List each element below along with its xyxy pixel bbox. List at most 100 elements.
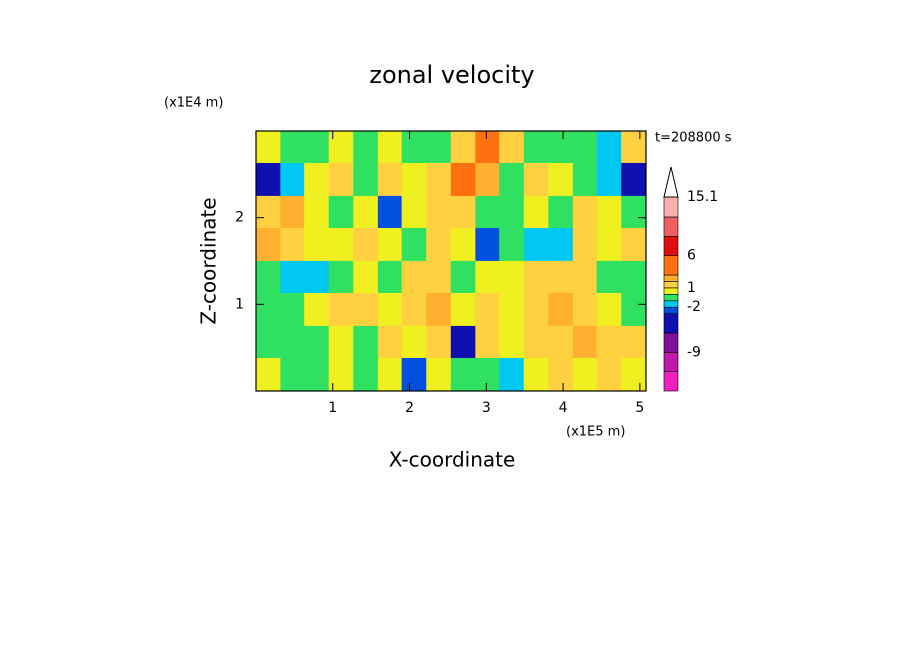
cell xyxy=(548,325,574,360)
cell xyxy=(353,325,379,360)
colorbar-band xyxy=(663,294,679,302)
cell xyxy=(353,195,379,230)
cell xyxy=(255,260,281,295)
cell xyxy=(280,357,306,392)
cell xyxy=(353,260,379,295)
cell xyxy=(328,325,354,360)
cell xyxy=(475,260,501,295)
cell xyxy=(304,195,330,230)
cell xyxy=(426,195,452,230)
cell xyxy=(596,162,622,197)
cell xyxy=(548,292,574,327)
cell xyxy=(523,195,549,230)
cell xyxy=(548,260,574,295)
cell xyxy=(548,227,574,262)
colorbar-band xyxy=(663,236,679,256)
cell xyxy=(328,195,354,230)
cell xyxy=(377,357,403,392)
cell xyxy=(572,292,598,327)
cell xyxy=(255,227,281,262)
cell xyxy=(377,227,403,262)
x-tick-label: 5 xyxy=(635,400,644,416)
cell xyxy=(523,357,549,392)
cell xyxy=(426,130,452,165)
cell xyxy=(304,162,330,197)
cell xyxy=(621,260,647,295)
cell xyxy=(377,260,403,295)
cell xyxy=(548,162,574,197)
cell xyxy=(596,260,622,295)
cell xyxy=(499,227,525,262)
cell xyxy=(353,357,379,392)
cell xyxy=(548,195,574,230)
colorbar-band xyxy=(663,196,679,218)
cell xyxy=(450,130,476,165)
cell xyxy=(621,292,647,327)
cell xyxy=(596,227,622,262)
cell xyxy=(523,162,549,197)
cell xyxy=(426,162,452,197)
cell xyxy=(475,357,501,392)
cell xyxy=(450,195,476,230)
cell xyxy=(353,292,379,327)
chart-title: zonal velocity xyxy=(369,61,534,89)
plot-frame xyxy=(255,130,647,392)
cell xyxy=(401,195,427,230)
cell xyxy=(499,162,525,197)
cell xyxy=(280,227,306,262)
cell xyxy=(596,130,622,165)
colorbar-label: 6 xyxy=(687,248,696,264)
x-tick-label: 4 xyxy=(559,400,568,416)
cell xyxy=(255,292,281,327)
colorbar-band xyxy=(663,216,679,237)
cell xyxy=(523,260,549,295)
cell xyxy=(450,162,476,197)
cell xyxy=(353,227,379,262)
colorbar-band xyxy=(663,371,679,392)
x-axis-label: X-coordinate xyxy=(389,448,516,472)
colorbar-band xyxy=(663,352,679,372)
cell xyxy=(426,227,452,262)
cell xyxy=(572,227,598,262)
colorbar-band xyxy=(663,274,679,282)
colorbar-band xyxy=(663,306,679,314)
colorbar: 15.1 6 1 -2 -9 xyxy=(663,166,718,392)
cell xyxy=(572,162,598,197)
cell xyxy=(401,260,427,295)
colorbar-label: 15.1 xyxy=(687,189,718,205)
colorbar-label: 1 xyxy=(687,280,696,296)
cell xyxy=(499,195,525,230)
cell xyxy=(499,260,525,295)
x-tick-label: 3 xyxy=(482,400,491,416)
cell xyxy=(621,357,647,392)
cell xyxy=(523,292,549,327)
cell xyxy=(304,357,330,392)
colorbar-band xyxy=(663,332,679,353)
cell xyxy=(572,357,598,392)
cell xyxy=(572,195,598,230)
cell xyxy=(377,130,403,165)
cell xyxy=(523,227,549,262)
cell xyxy=(401,162,427,197)
cell xyxy=(304,292,330,327)
cell xyxy=(596,325,622,360)
cell xyxy=(426,292,452,327)
cell xyxy=(621,162,647,197)
cell xyxy=(328,227,354,262)
colorbar-extension xyxy=(663,166,679,198)
cell xyxy=(450,227,476,262)
cell xyxy=(280,162,306,197)
cell xyxy=(450,357,476,392)
cell xyxy=(621,195,647,230)
cell xyxy=(572,130,598,165)
cell xyxy=(475,130,501,165)
cell xyxy=(475,227,501,262)
x-tick-label: 1 xyxy=(328,400,337,416)
cell xyxy=(255,130,281,165)
colorbar-band xyxy=(663,281,679,289)
cell xyxy=(621,227,647,262)
axes: 1 2 3 4 5 1 2 xyxy=(235,130,647,416)
cell xyxy=(596,292,622,327)
cell xyxy=(401,130,427,165)
